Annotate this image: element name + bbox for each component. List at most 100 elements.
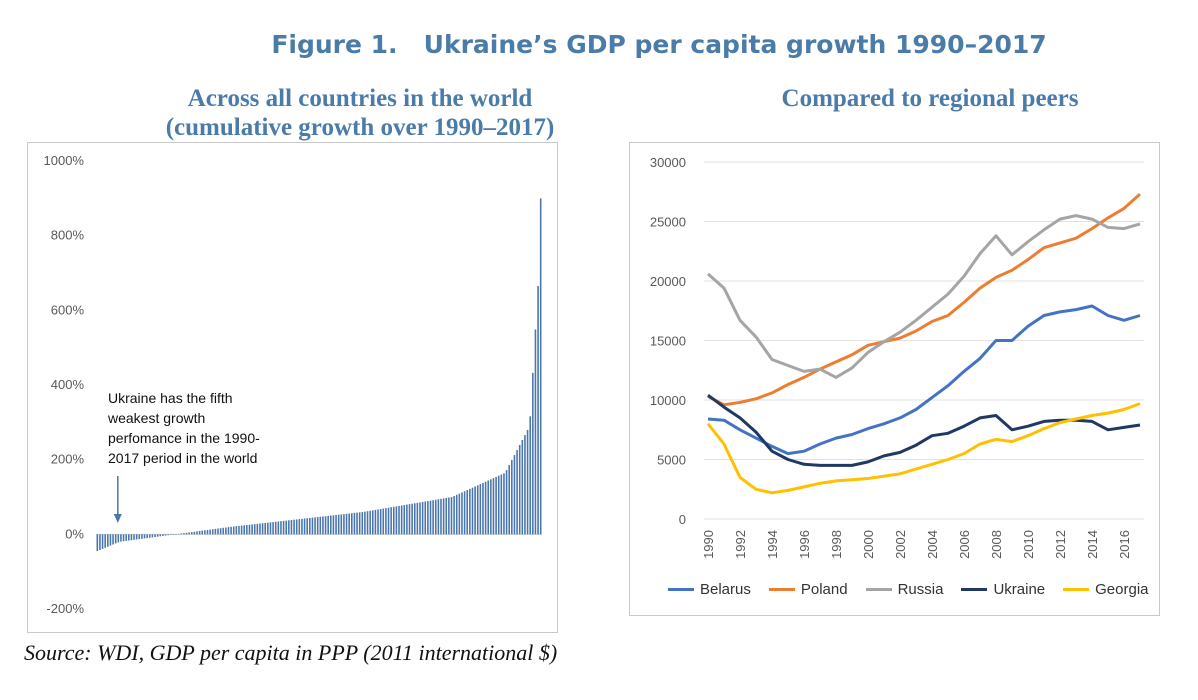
bar-mark (377, 509, 379, 535)
bar-mark (416, 502, 419, 535)
bar-mark (217, 528, 219, 535)
bar-mark (332, 515, 335, 535)
bar-mark (400, 505, 403, 535)
bar-chart-frame (27, 142, 558, 633)
bar-mark (175, 534, 177, 535)
bar-mark (351, 513, 353, 535)
legend-swatch-belarus (668, 588, 694, 591)
line-x-tick-label: 2012 (1053, 530, 1068, 559)
bar-mark (421, 501, 424, 535)
bar-mark (261, 523, 264, 535)
bar-mark (238, 525, 240, 535)
legend-label-ukraine: Ukraine (993, 581, 1046, 598)
bar-mark (532, 372, 534, 535)
bar-mark (114, 534, 117, 544)
legend-swatch-russia (865, 588, 892, 591)
bar-mark (177, 533, 180, 535)
bar-mark (500, 474, 503, 535)
bar-mark (503, 473, 505, 535)
bar-mark (162, 534, 164, 536)
bar-mark (440, 498, 442, 535)
bar-mark (259, 523, 261, 535)
bar-mark (267, 522, 269, 535)
bar-mark (295, 519, 298, 535)
bar-mark (356, 512, 358, 535)
bar-mark (180, 533, 183, 535)
bar-mark (434, 499, 437, 535)
line-x-tick-label: 1990 (701, 530, 716, 559)
line-x-tick-label: 1992 (733, 530, 748, 559)
line-x-tick-label: 2000 (861, 530, 876, 559)
bar-mark (450, 497, 453, 535)
series-line-georgia (706, 402, 1141, 495)
bar-mark (413, 503, 416, 535)
bar-mark (398, 505, 400, 535)
bar-mark (479, 484, 482, 535)
bar-mark (314, 517, 316, 535)
left-title-line-1: Across all countries in the world (187, 85, 533, 112)
bar-mark (117, 534, 120, 543)
bar-mark (112, 534, 114, 545)
bar-mark (277, 521, 280, 535)
bar-mark (466, 490, 469, 535)
bar-mark (432, 500, 434, 535)
bar-mark (448, 497, 450, 535)
bar-mark (282, 520, 285, 535)
legend-item-georgia: Georgia (1063, 581, 1149, 598)
bar-mark (204, 530, 206, 535)
legend-swatch-georgia (1063, 588, 1090, 591)
bar-mark (374, 509, 377, 535)
line-y-tick-label: 15000 (650, 334, 686, 349)
bar-mark (225, 527, 227, 535)
bar-mark (143, 534, 146, 539)
line-x-tick-label: 1996 (797, 530, 812, 559)
bar-mark (387, 507, 390, 535)
bar-mark (324, 516, 327, 535)
figure-title: Figure 1. Ukraine’s GDP per capita growt… (271, 30, 1047, 59)
annotation-line-2: weakest growth (108, 410, 206, 426)
bar-y-tick-label: -200% (46, 601, 84, 616)
bar-mark (458, 493, 461, 535)
bar-mark (298, 519, 301, 535)
bar-mark (101, 534, 104, 549)
bar-mark (109, 534, 112, 546)
bar-mark (345, 513, 348, 535)
bar-mark (240, 525, 243, 535)
bar-mark (534, 329, 537, 535)
bar-mark (169, 534, 172, 535)
legend-item-russia: Russia (865, 581, 943, 598)
bar-mark (537, 286, 539, 535)
bar-mark (427, 501, 429, 535)
bar-mark (505, 470, 508, 535)
bar-mark (403, 505, 406, 535)
bar-mark (280, 521, 282, 535)
bar-mark (461, 492, 463, 535)
bar-mark (306, 518, 308, 535)
legend-label-poland: Poland (800, 581, 848, 598)
bar-mark (141, 534, 143, 539)
bar-mark (366, 511, 369, 535)
bar-mark (521, 439, 524, 535)
line-x-tick-label: 1998 (829, 530, 844, 559)
bar-mark (99, 534, 101, 551)
bar-mark (358, 512, 361, 535)
line-x-tick-label: 2002 (893, 530, 908, 559)
bar-mark (361, 512, 364, 535)
bar-mark (529, 416, 531, 535)
bar-mark (369, 510, 371, 535)
bar-mark (285, 520, 287, 535)
bar-mark (495, 476, 497, 535)
bar-mark (211, 529, 214, 535)
bar-mark (251, 524, 253, 535)
legend-item-poland: Poland (768, 581, 848, 598)
bar-mark (411, 503, 413, 535)
bar-mark (209, 529, 211, 535)
bar-mark (256, 523, 259, 535)
bar-y-tick-label: 200% (51, 452, 85, 467)
bar-mark (484, 481, 487, 535)
left-title-line-2: (cumulative growth over 1990–2017) (165, 114, 555, 141)
bar-mark (156, 534, 159, 537)
bar-y-tick-label: 0% (65, 526, 84, 541)
bar-mark (311, 517, 314, 535)
series-line-ukraine (707, 393, 1141, 467)
